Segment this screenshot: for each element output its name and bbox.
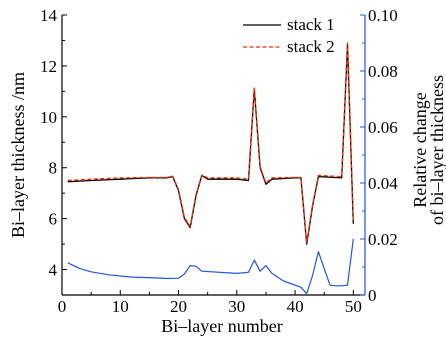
x-tick-label: 20 bbox=[170, 297, 187, 316]
y-left-tick-label: 4 bbox=[49, 261, 58, 280]
x-tick-label: 0 bbox=[58, 297, 67, 316]
y-right-tick-label: 0.02 bbox=[368, 230, 398, 249]
y-right-tick-label: 0.06 bbox=[368, 118, 398, 137]
x-tick-label: 50 bbox=[345, 297, 362, 316]
y-right-axis-title-line-1: Relative change bbox=[410, 92, 430, 207]
legend-label-stack-2: stack 2 bbox=[287, 37, 335, 56]
ticks: 0 10 20 30 40 50 4 6 8 10 12 14 0 0.02 0.04 0.06 0.08 0.1… bbox=[40, 6, 398, 316]
y-left-tick-label: 8 bbox=[49, 159, 58, 178]
y-right-axis-title-line-2: of bi–layer thickness bbox=[427, 75, 446, 225]
y-right-tick-label: 0.10 bbox=[368, 6, 398, 25]
legend: stack 1 stack 2 bbox=[243, 15, 335, 56]
y-right-tick-label: 0.04 bbox=[368, 174, 398, 193]
x-tick-label: 40 bbox=[287, 297, 304, 316]
plot-lines bbox=[67, 42, 354, 295]
y-left-tick-label: 10 bbox=[40, 108, 57, 127]
series-line-relative-change bbox=[67, 238, 354, 295]
series-line-stack-2 bbox=[67, 42, 354, 244]
x-tick-label: 30 bbox=[228, 297, 245, 316]
x-tick-label: 10 bbox=[112, 297, 129, 316]
legend-label-stack-1: stack 1 bbox=[287, 15, 335, 34]
y-right-tick-label: 0 bbox=[368, 286, 377, 305]
x-axis-title: Bi–layer number bbox=[161, 316, 282, 336]
y-left-tick-label: 6 bbox=[49, 210, 58, 229]
y-left-tick-label: 12 bbox=[40, 57, 57, 76]
y-left-tick-label: 14 bbox=[40, 6, 58, 25]
y-right-tick-label: 0.08 bbox=[368, 62, 398, 81]
y-left-axis-title: Bi–layer thickness /nm bbox=[8, 72, 28, 238]
axes bbox=[61, 15, 366, 296]
